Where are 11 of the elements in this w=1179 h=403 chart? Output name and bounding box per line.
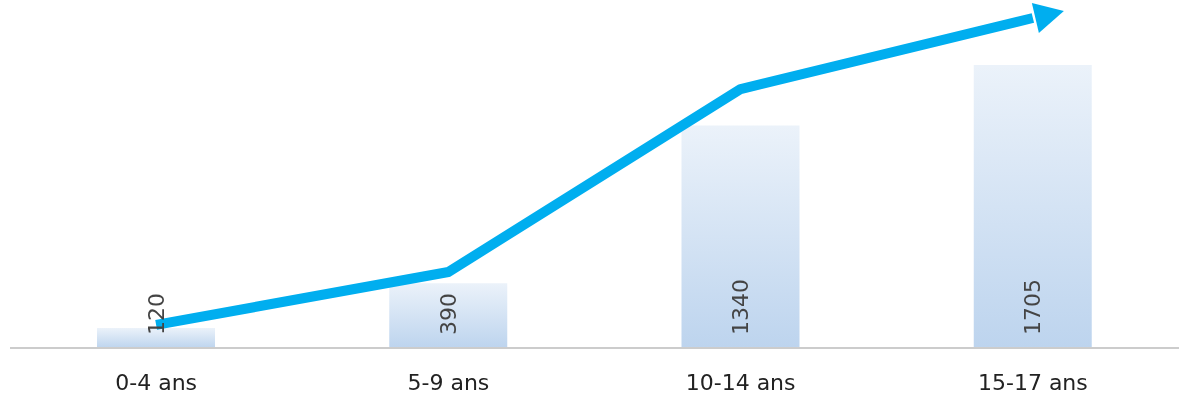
x-tick-label: 5-9 ans bbox=[407, 369, 490, 395]
x-tick-label: 10-14 ans bbox=[685, 369, 796, 395]
bar bbox=[973, 64, 1092, 348]
data-label: 390 bbox=[435, 293, 461, 335]
bar bbox=[389, 283, 508, 348]
x-tick-label: 0-4 ans bbox=[115, 369, 198, 395]
data-label: 1340 bbox=[728, 279, 753, 335]
bar bbox=[681, 125, 800, 348]
data-label: 120 bbox=[143, 293, 169, 335]
x-tick-label: 15-17 ans bbox=[977, 369, 1088, 395]
data-label: 1705 bbox=[1020, 279, 1046, 335]
